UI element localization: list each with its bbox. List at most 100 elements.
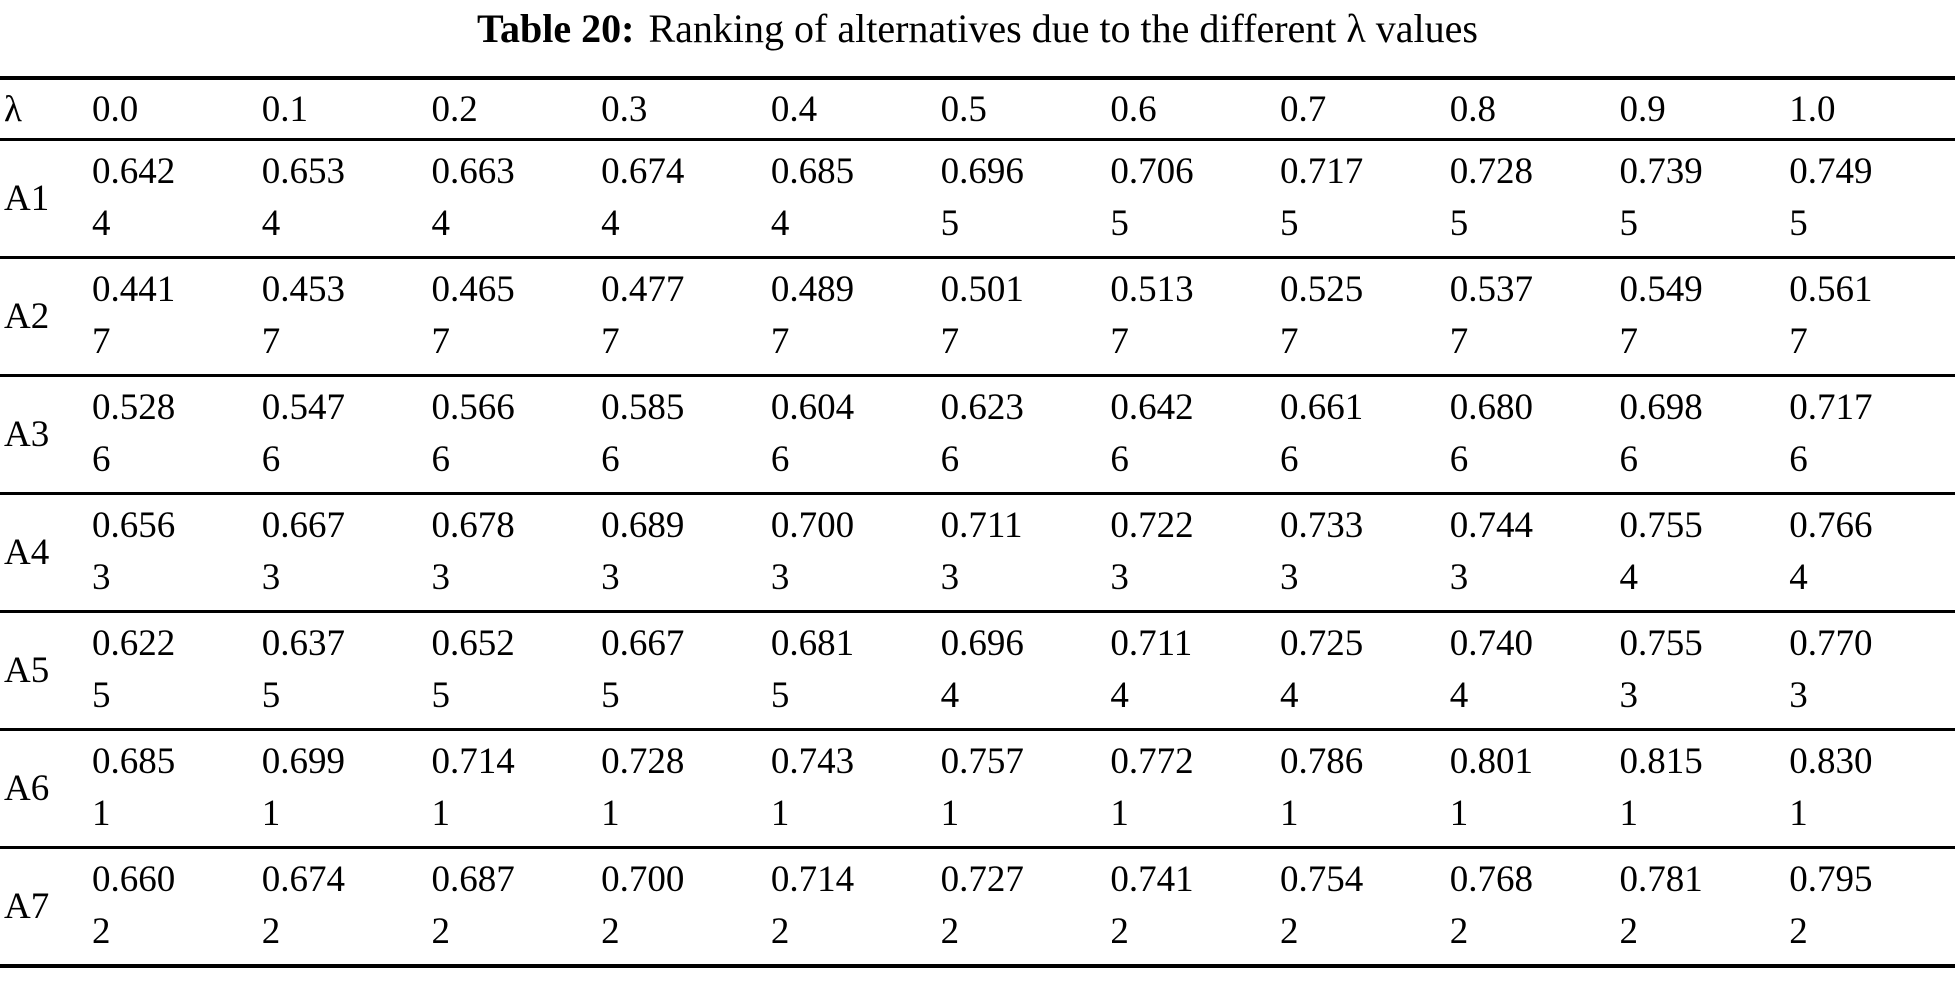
score-rank-cell: 0.768 2 [1446, 848, 1616, 967]
score-value: 0.537 [1449, 269, 1533, 310]
score-value: 0.489 [770, 269, 855, 310]
rank-value: 7 [940, 321, 960, 362]
score-rank-cell: 0.681 5 [767, 612, 937, 730]
rank-value: 3 [92, 557, 111, 598]
rank-value: 1 [1619, 793, 1638, 834]
score-rank-cell: 0.754 2 [1276, 848, 1446, 967]
rank-value: 4 [940, 675, 960, 716]
score-value: 0.453 [261, 269, 345, 310]
rank-value: 5 [431, 675, 450, 716]
score-value: 0.749 [1789, 151, 1873, 192]
rank-value: 2 [261, 911, 281, 952]
score-value: 0.711 [940, 505, 1023, 546]
rank-value: 4 [770, 203, 790, 244]
score-rank-cell: 0.501 7 [937, 258, 1107, 376]
rank-value: 7 [1280, 321, 1299, 362]
score-rank-cell: 0.696 4 [937, 612, 1107, 730]
score-rank-cell: 0.733 3 [1276, 494, 1446, 612]
score-rank-cell: 0.739 5 [1615, 140, 1785, 258]
score-rank-cell: 0.744 3 [1446, 494, 1616, 612]
score-value: 0.722 [1110, 505, 1194, 546]
score-value: 0.830 [1789, 741, 1873, 782]
score-rank-cell: 0.549 7 [1615, 258, 1785, 376]
rank-value: 2 [1110, 911, 1129, 952]
score-value: 0.585 [601, 387, 685, 428]
rank-value: 4 [1619, 557, 1638, 598]
score-rank-cell: 0.699 1 [258, 730, 428, 848]
score-value: 0.795 [1789, 859, 1873, 900]
score-rank-cell: 0.674 4 [597, 140, 767, 258]
score-rank-cell: 0.566 6 [427, 376, 597, 494]
score-value: 0.768 [1449, 859, 1533, 900]
rank-value: 5 [1280, 203, 1299, 244]
lambda-header-cell: 0.9 [1619, 88, 1666, 130]
score-rank-cell: 0.717 6 [1785, 376, 1955, 494]
score-value: 0.561 [1789, 269, 1873, 310]
lambda-header-cell: 1.0 [1789, 88, 1836, 130]
score-rank-cell: 0.727 2 [937, 848, 1107, 967]
score-value: 0.696 [940, 151, 1024, 192]
rank-value: 3 [261, 557, 281, 598]
score-rank-cell: 0.513 7 [1106, 258, 1276, 376]
score-value: 0.441 [92, 269, 176, 310]
rank-value: 4 [1110, 675, 1129, 716]
score-value: 0.781 [1619, 859, 1703, 900]
rank-value: 6 [601, 439, 620, 480]
rank-value: 5 [1789, 203, 1808, 244]
lambda-header-cell: 0.1 [261, 88, 308, 130]
score-value: 0.727 [940, 859, 1024, 900]
score-rank-cell: 0.441 7 [88, 258, 258, 376]
score-value: 0.754 [1280, 859, 1364, 900]
lambda-header-cell: 0.3 [601, 88, 648, 130]
rank-value: 7 [1619, 321, 1638, 362]
rank-value: 2 [92, 911, 111, 952]
score-rank-cell: 0.700 2 [597, 848, 767, 967]
table-row: A7 0.660 2 0.674 2 0.687 2 0.700 2 0.714 2 0.727 2 0.… [0, 848, 1955, 967]
rank-value: 3 [1619, 675, 1638, 716]
rank-value: 2 [1789, 911, 1808, 952]
score-rank-cell: 0.722 3 [1106, 494, 1276, 612]
score-rank-cell: 0.700 3 [767, 494, 937, 612]
score-rank-cell: 0.728 5 [1446, 140, 1616, 258]
rank-value: 7 [601, 321, 620, 362]
score-rank-cell: 0.465 7 [427, 258, 597, 376]
rank-value: 2 [1449, 911, 1469, 952]
rank-value: 4 [1449, 675, 1469, 716]
rank-value: 5 [1110, 203, 1129, 244]
lambda-header-cell: 0.2 [431, 88, 478, 130]
rank-value: 1 [1280, 793, 1299, 834]
score-rank-cell: 0.642 6 [1106, 376, 1276, 494]
score-value: 0.465 [431, 269, 515, 310]
score-rank-cell: 0.604 6 [767, 376, 937, 494]
score-value: 0.656 [92, 505, 176, 546]
score-rank-cell: 0.711 4 [1106, 612, 1276, 730]
score-rank-cell: 0.623 6 [937, 376, 1107, 494]
score-rank-cell: 0.622 5 [88, 612, 258, 730]
score-value: 0.678 [431, 505, 515, 546]
score-value: 0.801 [1449, 741, 1533, 782]
rank-value: 2 [1280, 911, 1299, 952]
score-value: 0.770 [1789, 623, 1873, 664]
alternative-label: A2 [4, 296, 50, 337]
table-header-row: λ 0.0 0.1 0.2 0.3 0.4 0.5 0.6 0.7 0.8 0.9 1.0 [0, 78, 1955, 140]
rank-value: 1 [601, 793, 620, 834]
score-value: 0.661 [1280, 387, 1364, 428]
rank-value: 2 [601, 911, 620, 952]
score-value: 0.687 [431, 859, 515, 900]
rank-value: 3 [1110, 557, 1129, 598]
score-value: 0.714 [431, 741, 515, 782]
rank-value: 6 [1280, 439, 1299, 480]
table-row: A3 0.528 6 0.547 6 0.566 6 0.585 6 0.604 6 0.623 6 0.… [0, 376, 1955, 494]
score-value: 0.739 [1619, 151, 1703, 192]
score-value: 0.637 [261, 623, 345, 664]
score-value: 0.699 [261, 741, 345, 782]
score-rank-cell: 0.743 1 [767, 730, 937, 848]
rank-value: 5 [940, 203, 960, 244]
table-row: A2 0.441 7 0.453 7 0.465 7 0.477 7 0.489 7 0.501 7 0.… [0, 258, 1955, 376]
rank-value: 6 [261, 439, 281, 480]
rank-value: 7 [770, 321, 790, 362]
score-rank-cell: 0.755 4 [1615, 494, 1785, 612]
score-rank-cell: 0.660 2 [88, 848, 258, 967]
alternative-label: A6 [4, 768, 50, 809]
score-rank-cell: 0.795 2 [1785, 848, 1955, 967]
